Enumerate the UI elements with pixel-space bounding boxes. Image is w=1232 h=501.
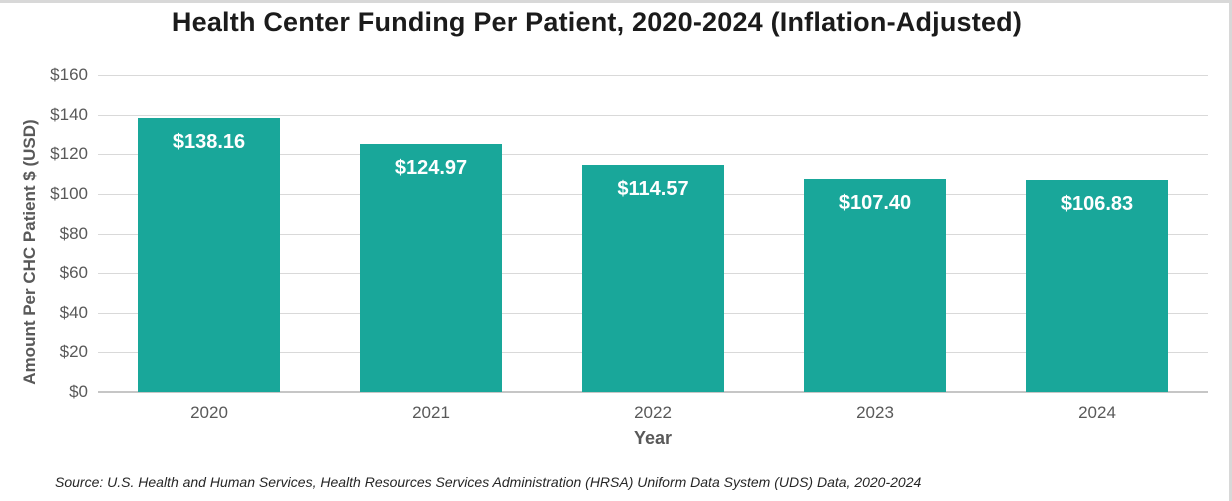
y-tick-label: $160: [50, 65, 88, 84]
y-tick-label: $120: [50, 144, 88, 164]
x-axis-title: Year: [633, 428, 673, 448]
bar-2021: $124.97: [360, 144, 502, 392]
x-axis-line: [98, 391, 1208, 393]
bar-value-label: $138.16: [172, 131, 246, 153]
y-tick-label: $20: [59, 342, 88, 362]
x-tick-label-2024: 2024: [1078, 403, 1116, 422]
x-tick-label-2022: 2022: [634, 403, 672, 422]
bar-value-label: $114.57: [617, 178, 689, 200]
plot-area: $138.16 $124.97 $114.57 $107.40 $106.83: [98, 75, 1208, 393]
source-note: Source: U.S. Health and Human Services, …: [55, 474, 922, 490]
y-tick-label: $40: [59, 302, 88, 322]
bar-2024: $106.83: [1026, 180, 1168, 392]
y-tick-label: $80: [59, 223, 88, 243]
bar-value-label: $124.97: [394, 157, 468, 179]
bar-2022: $114.57: [582, 165, 724, 392]
x-tick-label-2021: 2021: [412, 403, 450, 422]
bar-value-label: $106.83: [1060, 193, 1134, 215]
y-tick-label: $60: [59, 263, 88, 283]
bar-value-label: $107.40: [838, 192, 912, 214]
bar-2023: $107.40: [804, 179, 946, 392]
chart-title: Health Center Funding Per Patient, 2020-…: [171, 7, 1023, 37]
bar-2020: $138.16: [138, 118, 280, 392]
x-tick-label-2020: 2020: [190, 403, 228, 422]
y-tick-label: $140: [50, 104, 88, 124]
gridline: [98, 75, 1208, 76]
y-tick-label: $0: [69, 382, 88, 401]
gridline: [98, 154, 1208, 156]
y-tick-label: $100: [50, 183, 88, 203]
x-tick-label-2023: 2023: [856, 403, 894, 422]
frame-right-edge: [1229, 0, 1232, 501]
gridline: [98, 114, 1208, 116]
frame-top-edge: [0, 0, 1232, 3]
